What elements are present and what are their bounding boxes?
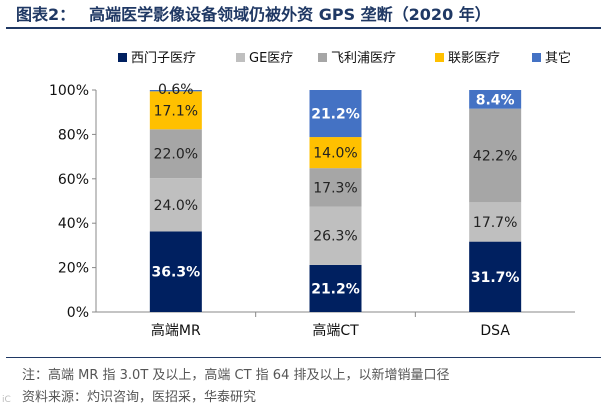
y-tick-label: 80% [58, 127, 89, 143]
legend-swatch [118, 53, 127, 62]
y-tick-label: 100% [49, 83, 89, 99]
bar-segment [309, 168, 362, 207]
data-label: 8.4% [476, 92, 515, 108]
legend-swatch [532, 53, 541, 62]
legend-label: 西门子医疗 [131, 51, 196, 66]
data-label: 21.2% [311, 281, 360, 297]
figure-title-text: 高端医学影像设备领域仍被外资 GPS 垄断（2020 年） [89, 5, 491, 24]
x-axis: 高端MR 高端CT DSA [151, 322, 510, 339]
y-tick-label: 0% [67, 305, 89, 321]
data-label: 22.0% [154, 147, 198, 163]
data-label: 17.1% [154, 103, 198, 119]
legend-label: 其它 [545, 50, 571, 66]
x-tick-label: 高端CT [312, 322, 359, 339]
legend-swatch [435, 53, 444, 62]
data-label: 17.3% [313, 180, 357, 196]
bar-segment [469, 90, 522, 109]
y-tick-label: 60% [58, 172, 89, 188]
data-label: 31.7% [471, 270, 520, 286]
legend-label: 联影医疗 [448, 51, 500, 66]
data-label: 17.7% [473, 215, 517, 231]
bar-segment [309, 137, 362, 169]
figure-label: 图表2： [16, 5, 76, 24]
bar-segment [149, 90, 202, 92]
stacked-bar-chart: 西门子医疗 GE医疗 飞利浦医疗 联影医疗 其它 0%20%40%60%80%100% … [49, 50, 575, 339]
bar-segment [149, 91, 202, 130]
bar-segment [149, 129, 202, 179]
x-tick-label: DSA [480, 323, 510, 339]
notes-divider [6, 357, 601, 358]
bar-segment [149, 231, 202, 312]
bars: 36.3% 24.0% 22.0% 17.1% 0.6% 21.2% 26.3% 17.3% 1… [149, 82, 522, 317]
bar-segment [469, 108, 522, 203]
watermark: iC [2, 395, 11, 405]
y-tick-label: 40% [58, 216, 89, 232]
data-label: 0.6% [158, 82, 194, 98]
bar-segment [469, 202, 522, 242]
bar-segment [309, 90, 362, 138]
y-tick-label: 20% [58, 261, 89, 277]
legend-swatch [318, 53, 327, 62]
legend: 西门子医疗 GE医疗 飞利浦医疗 联影医疗 其它 [118, 50, 571, 66]
bar-segment [309, 264, 362, 312]
x-tick-label: 高端MR [151, 322, 201, 339]
bar-segment [309, 206, 362, 265]
data-label: 14.0% [313, 146, 357, 162]
data-label: 21.2% [311, 107, 360, 123]
footnote: 注：高端 MR 指 3.0T 及以上，高端 CT 指 64 排及以上，以新增销量… [22, 368, 450, 383]
bar-segment [149, 178, 202, 232]
data-label: 42.2% [473, 148, 517, 164]
legend-swatch [236, 53, 245, 62]
data-label: 26.3% [313, 229, 357, 245]
figure-title: 图表2： 高端医学影像设备领域仍被外资 GPS 垄断（2020 年） [6, 3, 601, 29]
data-label: 24.0% [154, 198, 198, 214]
legend-label: GE医疗 [249, 51, 293, 66]
source-note: 资料来源：灼识咨询，医招采，华泰研究 [22, 390, 257, 405]
legend-label: 飞利浦医疗 [331, 51, 396, 66]
data-label: 36.3% [152, 265, 201, 281]
bar-segment [469, 241, 522, 312]
